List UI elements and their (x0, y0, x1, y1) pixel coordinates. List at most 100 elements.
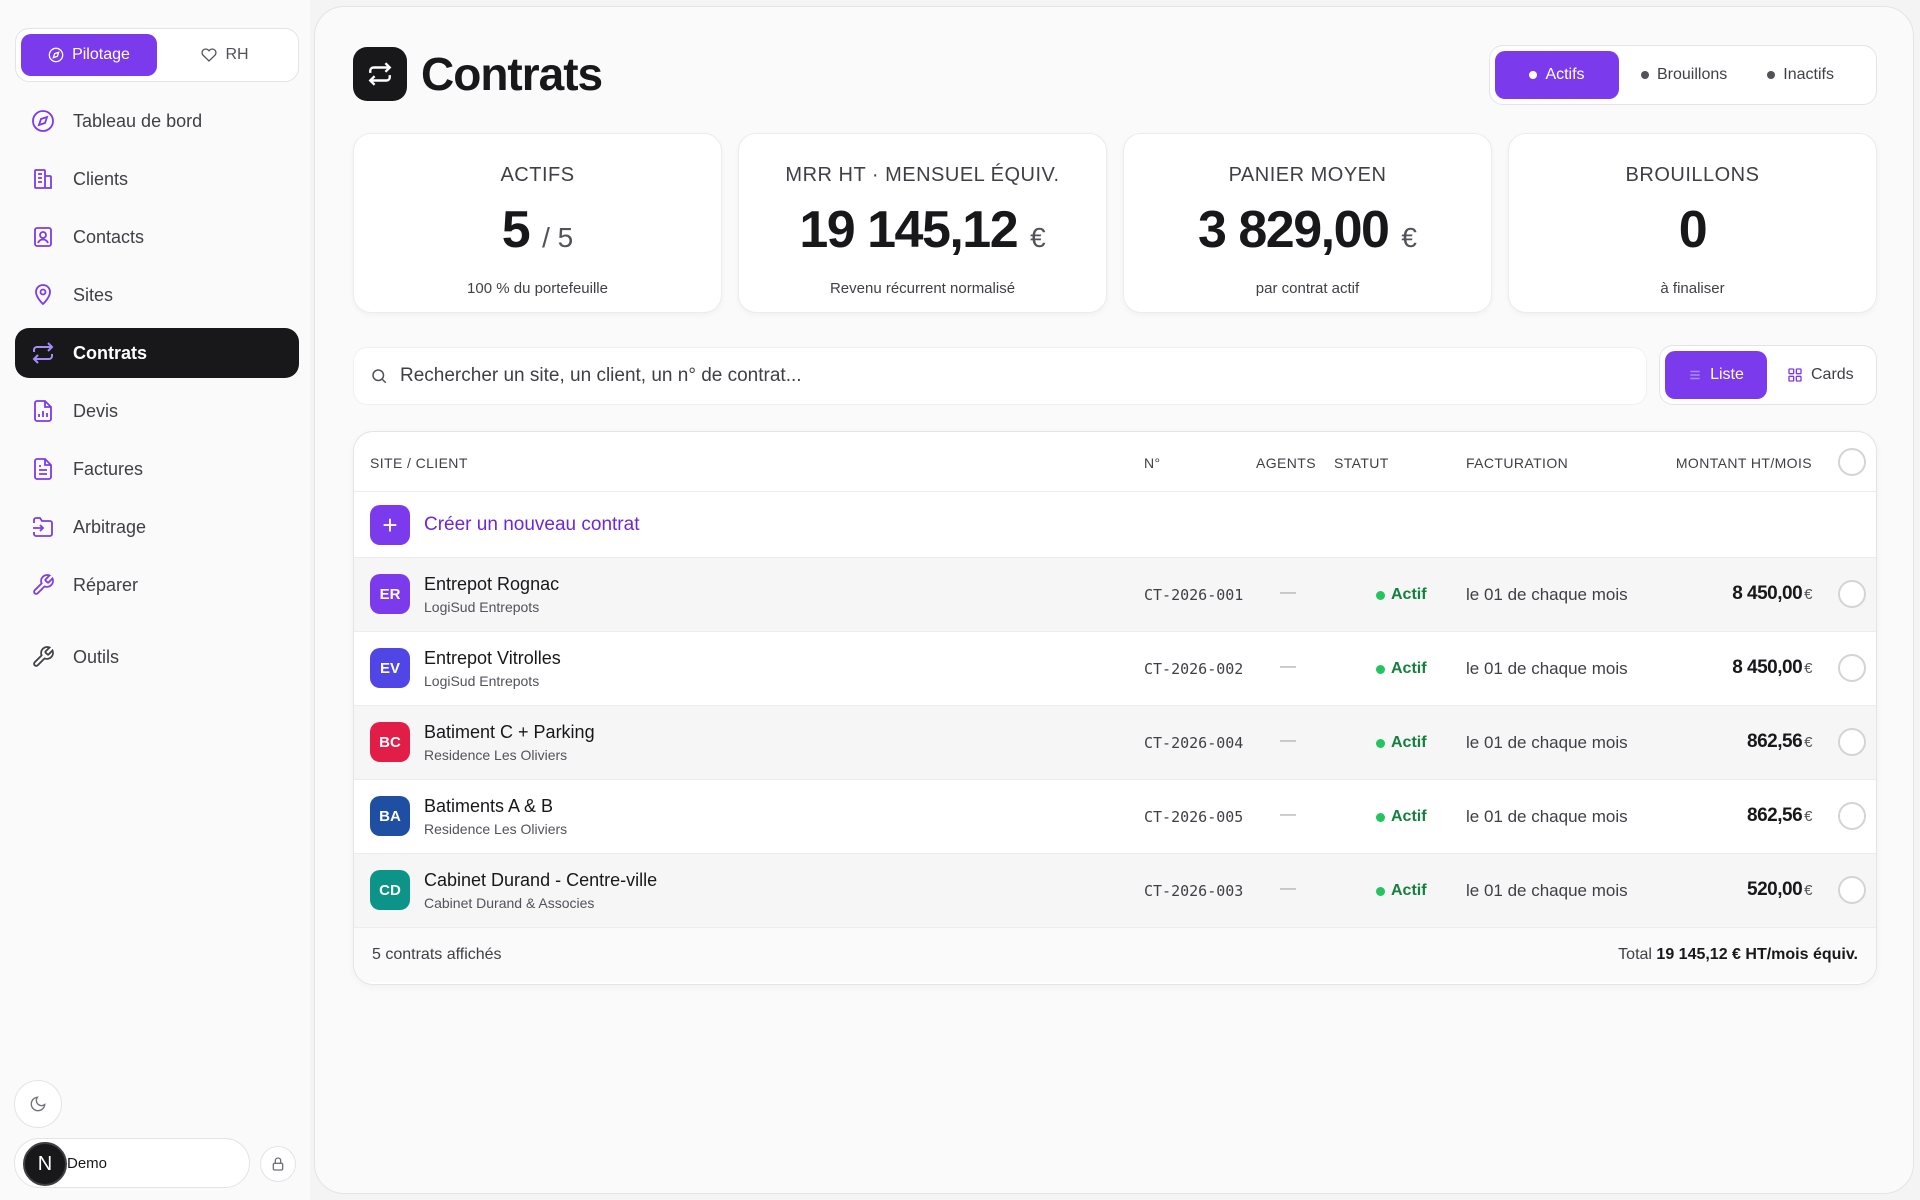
total-value: 19 145,12 € HT/mois équiv. (1656, 946, 1858, 963)
kpi-label: MRR HT · MENSUEL ÉQUIV. (785, 164, 1060, 186)
heart-icon (201, 47, 218, 63)
status-badge: Actif (1376, 882, 1427, 900)
avatar: N (23, 1142, 67, 1186)
kpi-value: 0 (1509, 200, 1876, 260)
sidebar-item-arbitrage[interactable]: Arbitrage (15, 502, 299, 552)
sidebar-item-tableau-de-bord[interactable]: Tableau de bord (15, 96, 299, 146)
amount-currency: € (1804, 808, 1812, 825)
sidebar-item-label: Arbitrage (73, 516, 147, 537)
sidebar-item-clients[interactable]: Clients (15, 154, 299, 204)
site-name: Batiment C + Parking (424, 722, 595, 742)
map-pin-icon (29, 281, 57, 309)
amount-number: 862,56 (1747, 805, 1803, 826)
view-list-button[interactable]: Liste (1665, 351, 1767, 399)
status-dot (1376, 664, 1385, 674)
user-card[interactable]: N Demo (14, 1138, 250, 1188)
amount-currency: € (1804, 882, 1812, 899)
kpi-subtitle: à finaliser (1660, 280, 1725, 297)
billing-value: le 01 de chaque mois (1466, 585, 1628, 604)
sidebar-item-outils[interactable]: Outils (15, 632, 299, 682)
kpi-label: ACTIFS (500, 164, 575, 186)
contracts-table: SITE / CLIENT N° AGENTS STATUT FACTURATI… (353, 431, 1877, 985)
amount-number: 520,00 (1747, 879, 1803, 900)
status-label: Actif (1391, 660, 1427, 677)
table-row[interactable]: ER Entrepot Rognac LogiSud Entrepots CT-… (354, 558, 1876, 632)
billing-value: le 01 de chaque mois (1466, 733, 1628, 752)
kpi-subtitle: 100 % du portefeuille (467, 280, 608, 297)
table-header: SITE / CLIENT N° AGENTS STATUT FACTURATI… (354, 432, 1876, 492)
kpi-subtitle: par contrat actif (1255, 280, 1360, 297)
row-select-checkbox[interactable] (1838, 802, 1866, 830)
view-cards-button[interactable]: Cards (1773, 351, 1868, 399)
table-row[interactable]: EV Entrepot Vitrolles LogiSud Entrepots … (354, 632, 1876, 706)
table-row[interactable]: BA Batiments A & B Residence Les Olivier… (354, 780, 1876, 854)
sidebar-item-label: Sites (73, 284, 114, 305)
user-name: Demo (67, 1155, 108, 1172)
mode-tab-label: Pilotage (72, 46, 130, 63)
column-header-agents[interactable]: AGENTS (1256, 455, 1316, 471)
client-name: Residence Les Oliviers (424, 747, 568, 763)
status-badge: Actif (1376, 586, 1427, 604)
sidebar-item-label: Contrats (73, 342, 148, 363)
sidebar-item-contrats[interactable]: Contrats (15, 328, 299, 378)
column-header-statut[interactable]: STATUT (1334, 455, 1389, 471)
lock-icon (270, 1156, 286, 1172)
arrows-swap-icon (29, 339, 57, 367)
sidebar-item-label: Réparer (73, 574, 139, 595)
plus-icon: + (370, 505, 410, 545)
status-filter-tabs: Actifs Brouillons Inactifs (1489, 45, 1877, 105)
theme-toggle-button[interactable] (14, 1080, 62, 1128)
create-contract-row[interactable]: + Créer un nouveau contrat (354, 492, 1876, 558)
row-select-checkbox[interactable] (1838, 876, 1866, 904)
kpi-label: BROUILLONS (1625, 164, 1760, 186)
kpi-subtitle: Revenu récurrent normalisé (829, 280, 1016, 297)
agents-value: — (1280, 880, 1296, 897)
billing-value: le 01 de chaque mois (1466, 881, 1628, 900)
search-input[interactable] (400, 365, 1600, 387)
row-select-checkbox[interactable] (1838, 580, 1866, 608)
tab-inactifs[interactable]: Inactifs (1749, 51, 1852, 99)
lock-button[interactable] (260, 1146, 296, 1182)
table-total: Total 19 145,12 € HT/mois équiv. (1618, 946, 1858, 964)
row-count: 5 contrats affichés (372, 946, 502, 963)
agents-value: — (1280, 732, 1296, 749)
column-header-montant[interactable]: MONTANT HT/MOIS (1675, 455, 1812, 471)
mode-tab-rh[interactable]: RH (157, 34, 293, 76)
sidebar-item-contacts[interactable]: Contacts (15, 212, 299, 262)
billing-value: le 01 de chaque mois (1466, 807, 1628, 826)
folder-arrow-icon (29, 513, 57, 541)
column-header-number[interactable]: N° (1144, 455, 1161, 471)
row-select-checkbox[interactable] (1838, 728, 1866, 756)
main-panel: Contrats Actifs Brouillons Inactifs ACTI… (314, 6, 1914, 1194)
agents-value: — (1280, 584, 1296, 601)
status-label: Actif (1391, 808, 1427, 825)
status-badge: Actif (1376, 808, 1427, 826)
wrench-icon (29, 571, 57, 599)
status-dot (1529, 71, 1538, 79)
mode-tab-pilotage[interactable]: Pilotage (21, 34, 157, 76)
select-all-checkbox[interactable] (1838, 448, 1866, 476)
client-name: Residence Les Oliviers (424, 821, 568, 837)
sidebar-item-factures[interactable]: Factures (15, 444, 299, 494)
amount-value: 862,56 € (1747, 805, 1812, 827)
sidebar-item-sites[interactable]: Sites (15, 270, 299, 320)
site-avatar: EV (370, 648, 410, 688)
kpi-suffix: / 5 (542, 222, 574, 253)
tab-actifs[interactable]: Actifs (1495, 51, 1619, 99)
site-avatar: ER (370, 574, 410, 614)
row-select-checkbox[interactable] (1838, 654, 1866, 682)
amount-number: 8 450,00 (1732, 657, 1803, 678)
amount-value: 862,56 € (1747, 731, 1812, 753)
tab-brouillons[interactable]: Brouillons (1623, 51, 1745, 99)
view-label: Cards (1811, 366, 1854, 383)
sidebar-item-reparer[interactable]: Réparer (15, 560, 299, 610)
sidebar-item-devis[interactable]: Devis (15, 386, 299, 436)
view-label: Liste (1710, 366, 1744, 383)
billing-value: le 01 de chaque mois (1466, 659, 1628, 678)
table-row[interactable]: BC Batiment C + Parking Residence Les Ol… (354, 706, 1876, 780)
sidebar-item-label: Contacts (73, 226, 145, 247)
column-header-site-client[interactable]: SITE / CLIENT (370, 455, 468, 471)
column-header-facturation[interactable]: FACTURATION (1466, 455, 1569, 471)
table-row[interactable]: CD Cabinet Durand - Centre-ville Cabinet… (354, 854, 1876, 928)
kpi-number: 5 (501, 201, 531, 259)
